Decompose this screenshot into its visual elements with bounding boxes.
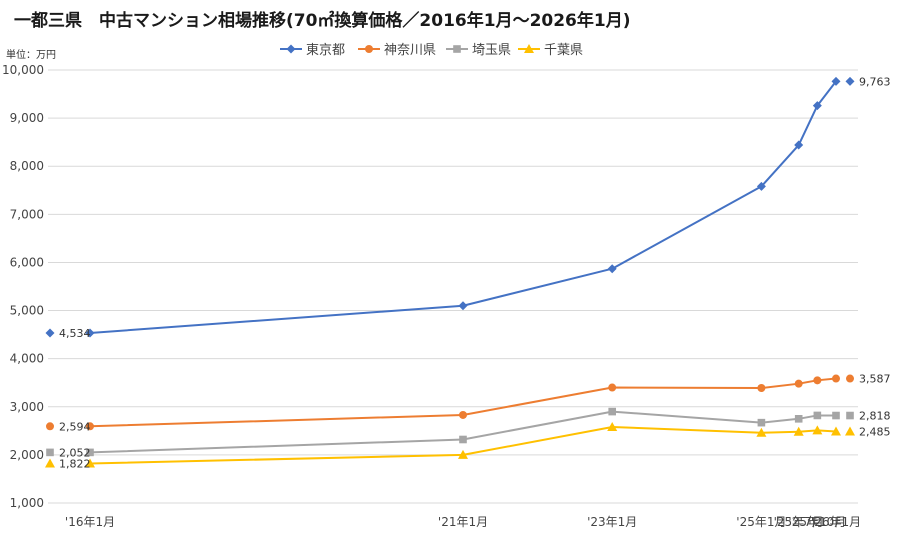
data-label-start: 4,534	[59, 327, 91, 340]
data-point	[608, 383, 617, 392]
data-point	[458, 301, 468, 311]
data-point	[794, 379, 803, 388]
y-tick-label: 2,000	[10, 448, 44, 462]
end-label-marker	[845, 76, 855, 86]
data-point	[756, 427, 767, 437]
x-tick-label: '26年1月	[811, 515, 861, 529]
data-point	[607, 421, 618, 431]
x-tick-label: '16年1月	[65, 515, 115, 529]
data-label-start: 2,052	[59, 446, 91, 459]
data-point	[458, 449, 468, 459]
chart-title: 一都三県 中古マンション相場推移(70㎡換算価格／2016年1月～2026年1月…	[14, 11, 631, 31]
legend-entry: 埼玉県	[472, 43, 511, 58]
data-point	[794, 140, 804, 150]
start-label-marker	[46, 422, 54, 431]
x-tick-label: '25年7月	[774, 515, 824, 529]
x-tick-label: '25年1月	[736, 515, 786, 529]
legend-marker	[286, 44, 296, 54]
data-point	[794, 415, 803, 423]
data-point	[832, 411, 840, 420]
y-tick-label: 8,000	[10, 159, 44, 173]
series-line	[89, 80, 837, 334]
data-point	[831, 426, 841, 436]
y-tick-label: 10,000	[2, 63, 44, 77]
data-label-end: 9,763	[859, 75, 891, 88]
y-tick-label: 3,000	[10, 400, 44, 414]
data-point	[812, 425, 823, 435]
data-point	[812, 101, 822, 111]
data-point	[85, 458, 95, 468]
data-label-start: 2,594	[59, 420, 91, 433]
data-point	[459, 410, 467, 419]
data-point	[459, 435, 467, 444]
data-point	[813, 376, 822, 385]
data-label-end: 3,587	[859, 373, 891, 386]
y-tick-label: 6,000	[10, 255, 44, 269]
data-point	[756, 181, 766, 191]
x-tick-label: '25年10月	[788, 515, 846, 529]
legend-marker	[524, 44, 534, 53]
data-point	[86, 422, 94, 431]
data-label-start: 1,822	[59, 457, 91, 470]
data-point	[793, 426, 804, 436]
legend-marker	[365, 45, 373, 53]
data-point	[85, 328, 95, 338]
data-point	[813, 411, 822, 420]
unit-label: 単位：万円	[6, 50, 56, 61]
end-label-marker	[846, 411, 854, 420]
data-point	[757, 384, 766, 393]
y-tick-label: 5,000	[10, 304, 44, 318]
legend-marker	[453, 45, 461, 53]
data-point	[608, 407, 616, 416]
start-label-marker	[46, 448, 54, 457]
data-label-end: 2,485	[859, 426, 891, 439]
legend-entry: 千葉県	[544, 43, 583, 58]
end-label-marker	[846, 374, 854, 383]
y-tick-label: 1,000	[10, 496, 44, 510]
data-point	[607, 264, 617, 274]
start-label-marker	[45, 328, 55, 338]
legend-entry: 東京都	[306, 42, 345, 58]
data-point	[832, 374, 840, 383]
y-tick-label: 7,000	[10, 207, 44, 221]
y-tick-label: 9,000	[10, 111, 44, 125]
legend-entry: 神奈川県	[384, 43, 436, 58]
data-label-end: 2,818	[859, 410, 891, 423]
data-point	[831, 76, 841, 86]
x-tick-label: '21年1月	[438, 515, 488, 529]
data-point	[86, 448, 94, 457]
data-point	[757, 418, 766, 427]
start-label-marker	[45, 458, 55, 468]
end-label-marker	[845, 426, 855, 436]
x-tick-label: '23年1月	[587, 515, 637, 529]
y-tick-label: 4,000	[10, 352, 44, 366]
